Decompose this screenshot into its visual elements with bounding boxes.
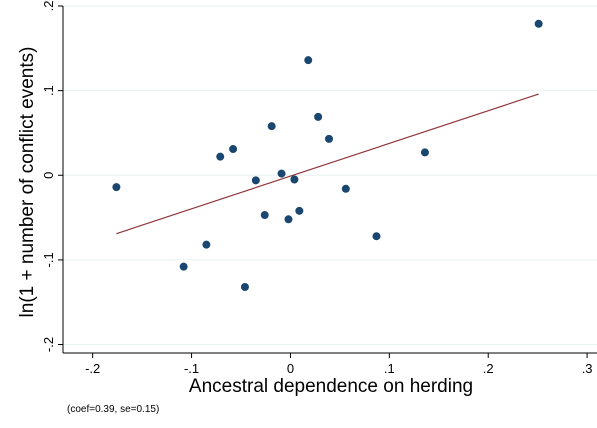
data-point (420, 148, 429, 157)
data-point (260, 211, 269, 220)
fit-line (116, 93, 539, 235)
data-point (284, 215, 293, 224)
data-point (534, 19, 543, 28)
x-tick-label: -.2 (85, 361, 100, 376)
data-point (277, 169, 286, 178)
data-point (304, 56, 313, 65)
data-point (240, 282, 249, 291)
x-tick-label: .1 (384, 361, 395, 376)
data-point (372, 232, 381, 241)
fit-line-layer (116, 93, 539, 235)
data-point (341, 184, 350, 193)
y-tick-label: .1 (41, 85, 56, 96)
data-point (314, 112, 323, 121)
x-axis-title: Ancestral dependence on herding (189, 376, 473, 397)
x-tick-label: -.1 (184, 361, 199, 376)
coefficient-note: (coef=0.39, se=0.15) (67, 404, 159, 415)
data-point (229, 145, 238, 154)
data-point (295, 206, 304, 215)
y-tick-label: .2 (41, 1, 56, 12)
data-point (267, 122, 276, 131)
data-point (179, 262, 188, 271)
x-tick-label: 0 (287, 361, 294, 376)
y-axis-title: ln(1 + number of conflict events) (17, 47, 38, 318)
data-point (290, 175, 299, 184)
data-point (112, 183, 121, 192)
y-tick-label: 0 (41, 172, 56, 179)
data-point (202, 240, 211, 249)
x-tick-label: .3 (582, 361, 593, 376)
data-points (112, 19, 543, 291)
y-tick-label: -.2 (41, 337, 56, 352)
gridlines (63, 5, 597, 346)
data-point (325, 134, 334, 143)
axes: -.2 -.1 0 .1 .2 -.2 -.1 0 .1 .2 .3 (41, 1, 597, 376)
y-tick-label: -.1 (41, 252, 56, 267)
data-point (216, 152, 225, 161)
data-point (251, 176, 260, 185)
x-tick-label: .2 (483, 361, 494, 376)
